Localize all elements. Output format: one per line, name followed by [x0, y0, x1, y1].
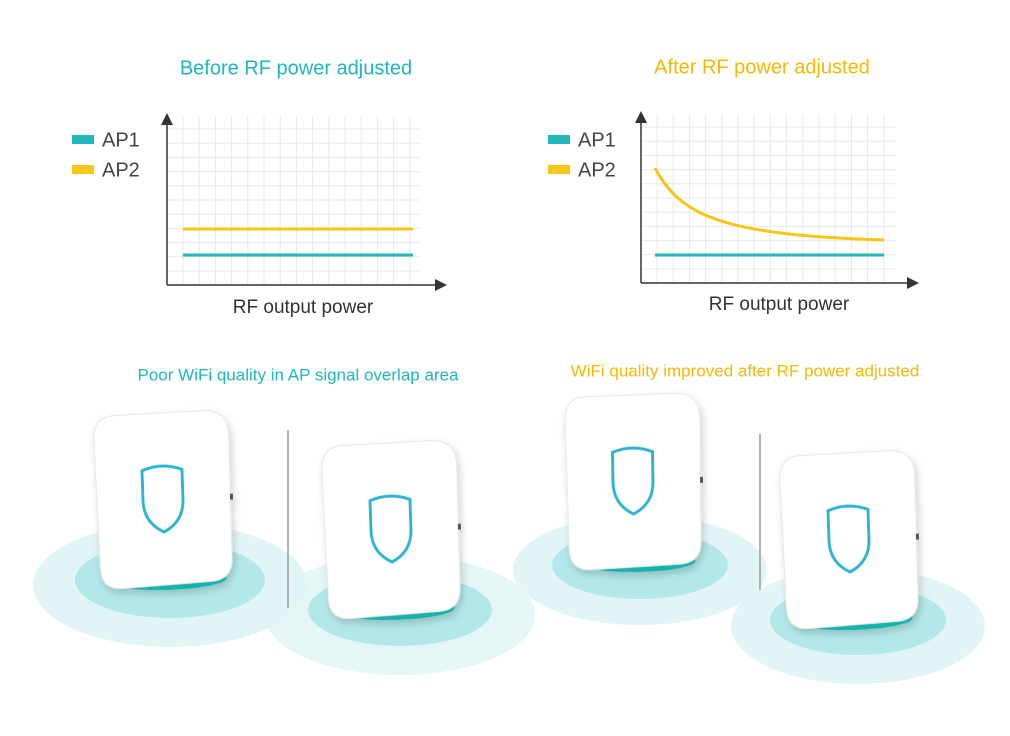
caption: WiFi quality improved after RF power adj… [571, 361, 920, 380]
access-point [93, 410, 236, 593]
ap2-line [653, 167, 885, 242]
grid [167, 116, 420, 285]
legend-label: AP1 [102, 129, 140, 151]
x-axis-label: RF output power [709, 294, 850, 315]
access-point [779, 450, 922, 633]
legend-label: AP1 [578, 129, 616, 151]
legend-swatch [72, 135, 94, 144]
legend-swatch [548, 135, 570, 144]
legend-label: AP2 [578, 159, 616, 181]
caption: Poor WiFi quality in AP signal overlap a… [138, 365, 460, 384]
legend-swatch [548, 165, 570, 174]
x-axis-label: RF output power [233, 297, 374, 318]
chart-title: After RF power adjusted [654, 56, 870, 78]
access-point [564, 393, 704, 573]
legend-swatch [72, 165, 94, 174]
chart-title: Before RF power adjusted [180, 57, 412, 79]
access-point [321, 440, 464, 623]
legend-label: AP2 [102, 159, 140, 181]
